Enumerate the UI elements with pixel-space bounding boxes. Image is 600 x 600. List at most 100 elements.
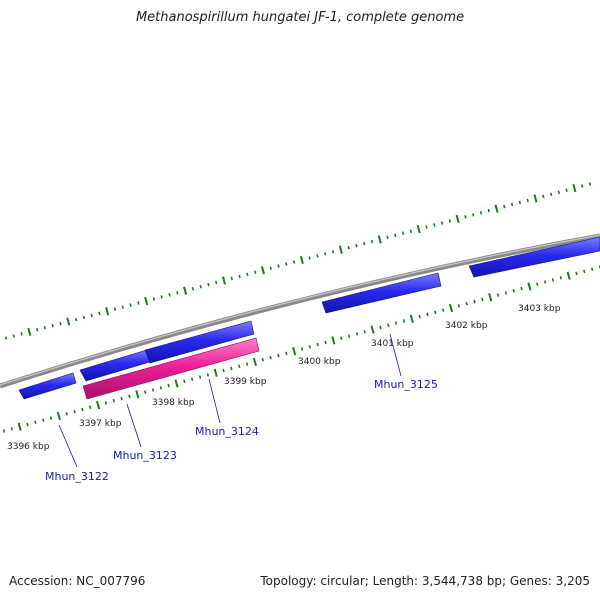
minor-tick <box>42 418 45 422</box>
minor-tick <box>386 235 389 240</box>
major-tick <box>144 296 149 306</box>
minor-tick <box>246 272 249 277</box>
minor-tick <box>183 379 186 384</box>
minor-tick <box>34 420 37 425</box>
minor-tick <box>206 373 210 377</box>
minor-tick <box>160 295 163 299</box>
minor-tick <box>112 399 115 403</box>
minor-tick <box>238 274 241 279</box>
gene-mhun-3125-arrow[interactable] <box>321 272 442 314</box>
gene-label-mhun-3122[interactable]: Mhun_3122 <box>45 470 109 483</box>
minor-tick <box>168 293 171 297</box>
major-tick <box>377 235 382 244</box>
minor-tick <box>324 340 327 345</box>
minor-tick <box>418 314 421 319</box>
major-tick <box>455 214 460 224</box>
minor-tick <box>292 260 296 264</box>
minor-tick <box>308 256 311 260</box>
minor-tick <box>551 278 555 282</box>
minor-tick <box>198 375 202 379</box>
minor-tick <box>448 219 451 223</box>
minor-tick <box>2 429 6 433</box>
minor-tick <box>254 270 257 274</box>
minor-tick <box>526 198 529 203</box>
major-tick <box>533 194 538 203</box>
gene-label-mhun-3124[interactable]: Mhun_3124 <box>195 425 259 438</box>
major-tick <box>222 276 226 285</box>
minor-tick <box>387 323 390 328</box>
minor-tick <box>151 388 155 392</box>
major-tick <box>448 303 454 313</box>
major-tick <box>183 286 188 295</box>
gene-blue-arrow[interactable] <box>144 320 255 364</box>
gene-mhun-3122-arrow[interactable] <box>18 372 77 400</box>
scale-label: 3397 kbp <box>79 419 122 429</box>
minor-tick <box>542 194 545 199</box>
major-tick <box>260 266 265 275</box>
minor-tick <box>440 221 444 225</box>
minor-tick <box>238 364 241 369</box>
scale-label: 3398 kbp <box>152 398 195 408</box>
minor-tick <box>308 345 312 349</box>
minor-tick <box>347 245 350 250</box>
minor-tick <box>479 211 483 215</box>
gene-label-mhun-3125[interactable]: Mhun_3125 <box>374 378 438 391</box>
major-tick <box>370 325 375 334</box>
minor-tick <box>473 299 476 304</box>
gene-label-mhun-3123[interactable]: Mhun_3123 <box>113 449 177 462</box>
minor-tick <box>129 303 132 307</box>
leader-line-mhun-3123 <box>126 403 142 448</box>
major-tick <box>66 317 71 326</box>
minor-tick <box>74 317 78 322</box>
minor-tick <box>51 323 54 328</box>
minor-tick <box>583 269 586 274</box>
minor-tick <box>159 386 163 390</box>
minor-tick <box>379 325 382 330</box>
major-tick <box>56 411 61 421</box>
minor-tick <box>363 329 366 334</box>
leader-line-mhun-3124 <box>208 378 221 424</box>
minor-tick <box>520 286 523 291</box>
minor-tick <box>496 293 500 297</box>
minor-tick <box>81 407 84 412</box>
major-tick <box>213 368 218 377</box>
minor-tick <box>167 383 170 388</box>
minor-tick <box>73 409 76 414</box>
minor-tick <box>269 355 272 360</box>
gene-mhun-3124-arrow[interactable] <box>82 337 260 400</box>
minor-tick <box>90 313 93 318</box>
minor-tick <box>536 282 539 287</box>
minor-tick <box>245 362 249 366</box>
minor-tick <box>512 288 515 293</box>
genome-summary-text: Topology: circular; Length: 3,544,738 bp… <box>260 574 590 588</box>
minor-tick <box>191 377 194 381</box>
major-tick <box>299 255 304 265</box>
major-tick <box>174 379 179 388</box>
minor-tick <box>370 239 374 244</box>
minor-tick <box>355 332 359 336</box>
minor-tick <box>433 223 436 227</box>
gene-blue-arrow-right[interactable] <box>468 236 600 278</box>
scale-label: 3399 kbp <box>224 377 267 387</box>
page-title: Methanospirillum hungatei JF-1, complete… <box>135 10 465 25</box>
major-tick <box>105 307 110 316</box>
minor-tick <box>316 342 319 347</box>
genome-backbone-highlight <box>0 234 600 386</box>
minor-tick <box>402 319 406 323</box>
minor-tick <box>518 200 522 205</box>
scale-label: 3401 kbp <box>371 339 414 349</box>
minor-tick <box>215 280 218 285</box>
leader-line-mhun-3125 <box>389 333 402 377</box>
minor-tick <box>98 311 101 316</box>
minor-tick <box>331 250 335 254</box>
minor-tick <box>324 252 327 256</box>
minor-tick <box>59 321 62 326</box>
minor-tick <box>20 332 23 336</box>
minor-tick <box>481 297 484 302</box>
minor-tick <box>277 264 280 268</box>
genome-backbone <box>0 233 600 389</box>
major-tick <box>338 245 343 254</box>
minor-tick <box>12 334 15 338</box>
minor-tick <box>347 334 351 338</box>
